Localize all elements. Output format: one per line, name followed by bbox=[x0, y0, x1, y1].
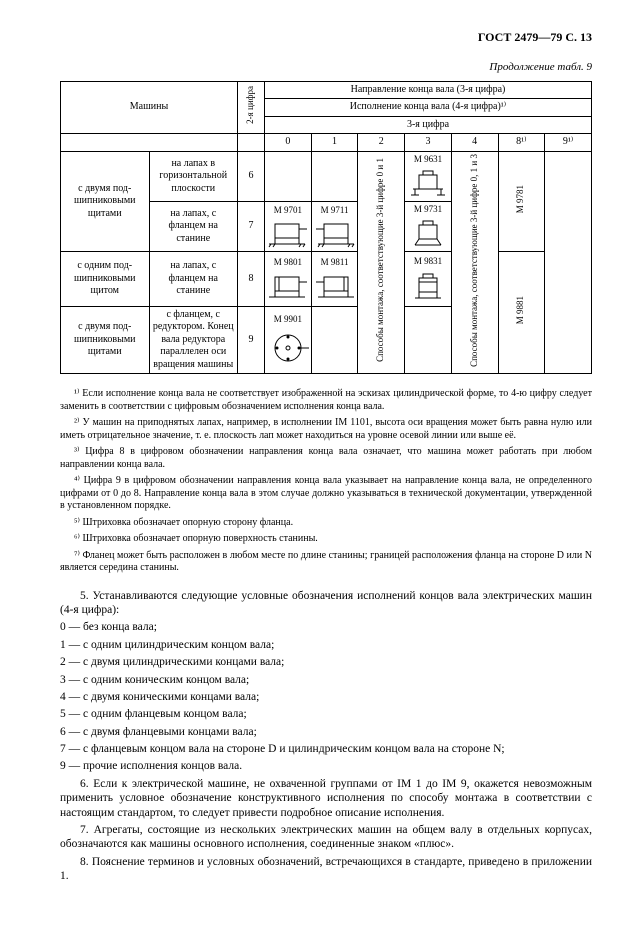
body-paragraphs: 5. Устанавливаются следующие условные об… bbox=[60, 589, 592, 884]
cell-9901: M 9901 bbox=[265, 306, 312, 374]
col-top2: Исполнение конца вала (4-я цифра)¹⁾ bbox=[265, 99, 592, 117]
page-header: ГОСТ 2479—79 С. 13 bbox=[60, 30, 592, 45]
col-8: 8¹⁾ bbox=[498, 134, 545, 152]
cell-9801: M 9801 bbox=[265, 252, 312, 306]
list-4: 4 — с двумя коническими концами вала; bbox=[60, 690, 592, 704]
digit-8: 8 bbox=[238, 252, 265, 306]
col-top1: Направление конца вала (3-я цифра) bbox=[265, 81, 592, 99]
col-3: 3 bbox=[405, 134, 452, 152]
digit-7: 7 bbox=[238, 202, 265, 252]
row-left-3: с двумя под- шипниковыми щитами bbox=[61, 306, 150, 374]
cell-9831: M 9831 bbox=[405, 252, 452, 306]
cell-9811: M 9811 bbox=[311, 252, 358, 306]
list-7: 7 — с фланцевым концом вала на стороне D… bbox=[60, 742, 592, 756]
footnotes: ¹⁾ Если исполнение конца вала не соответ… bbox=[60, 388, 592, 575]
symbol-icon bbox=[407, 169, 449, 199]
para-7: 7. Агрегаты, состоящие из нескольких эле… bbox=[60, 823, 592, 852]
digit-6: 6 bbox=[238, 151, 265, 201]
list-2: 2 — с двумя цилиндрическими концами вала… bbox=[60, 655, 592, 669]
list-6: 6 — с двумя фланцевыми концами вала; bbox=[60, 725, 592, 739]
desc-4: с фланцем, с редуктором. Конец вала реду… bbox=[149, 306, 238, 374]
footnote-6: ⁶⁾ Штриховка обозначает опорную поверхно… bbox=[60, 533, 592, 546]
col-9: 9¹⁾ bbox=[545, 134, 592, 152]
col-1: 1 bbox=[311, 134, 358, 152]
symbol-icon bbox=[312, 273, 358, 301]
table-caption: Продолжение табл. 9 bbox=[60, 61, 592, 75]
desc-2: на лапах, с фланцем на станине bbox=[149, 202, 238, 252]
para-6: 6. Если к электрической машине, не охвач… bbox=[60, 777, 592, 820]
list-5: 5 — с одним фланцевым концом вала; bbox=[60, 707, 592, 721]
cell-9701: M 9701 bbox=[265, 202, 312, 252]
col-0: 0 bbox=[265, 134, 312, 152]
col-2: 2 bbox=[358, 134, 405, 152]
col2-merged: Способы монтажа, соответствующие 3-й циф… bbox=[358, 151, 405, 373]
list-1: 1 — с одним цилиндрическим концом вала; bbox=[60, 638, 592, 652]
page: ГОСТ 2479—79 С. 13 Продолжение табл. 9 М… bbox=[0, 0, 626, 926]
symbol-icon bbox=[312, 220, 358, 248]
symbol-icon bbox=[407, 272, 449, 302]
list-0: 0 — без конца вала; bbox=[60, 620, 592, 634]
footnote-2: ²⁾ У машин на приподнятых лапах, наприме… bbox=[60, 417, 592, 442]
desc-3: на лапах, с фланцем на станине bbox=[149, 252, 238, 306]
main-table: Машины 2-я цифра Направление конца вала … bbox=[60, 81, 592, 374]
col8-r34: M 9881 bbox=[498, 252, 545, 374]
col-4: 4 bbox=[451, 134, 498, 152]
desc-1: на лапах в горизонтальной плоскости bbox=[149, 151, 238, 201]
list-9: 9 — прочие исполнения концов вала. bbox=[60, 759, 592, 773]
footnote-3: ³⁾ Цифра 8 в цифровом обозначении направ… bbox=[60, 446, 592, 471]
symbol-icon bbox=[265, 330, 311, 366]
footnote-4: ⁴⁾ Цифра 9 в цифровом обозначении направ… bbox=[60, 475, 592, 513]
digit-9: 9 bbox=[238, 306, 265, 374]
row-left-1: с двумя под- шипниковыми щитами bbox=[61, 151, 150, 252]
col8-r12: M 9781 bbox=[498, 151, 545, 252]
footnote-1: ¹⁾ Если исполнение конца вала не соответ… bbox=[60, 388, 592, 413]
symbol-icon bbox=[407, 219, 449, 249]
para-8: 8. Пояснение терминов и условных обознач… bbox=[60, 855, 592, 884]
cell-9731: M 9731 bbox=[405, 202, 452, 252]
cell-9711: M 9711 bbox=[311, 202, 358, 252]
row-left-2: с одним под- шипниковыми щитом bbox=[61, 252, 150, 306]
footnote-5: ⁵⁾ Штриховка обозначает опорную сторону … bbox=[60, 517, 592, 530]
col-machines: Машины bbox=[61, 81, 238, 134]
col4-merged: Способы монтажа, соответствующие 3-й циф… bbox=[451, 151, 498, 373]
symbol-icon bbox=[265, 273, 311, 301]
cell-9631: M 9631 bbox=[405, 151, 452, 201]
list-3: 3 — с одним коническим концом вала; bbox=[60, 673, 592, 687]
footnote-7: ⁷⁾ Фланец может быть расположен в любом … bbox=[60, 550, 592, 575]
symbol-icon bbox=[265, 220, 311, 248]
para-5: 5. Устанавливаются следующие условные об… bbox=[60, 589, 592, 618]
col-top3: 3-я цифра bbox=[265, 116, 592, 134]
col-digit2: 2-я цифра bbox=[238, 81, 265, 134]
